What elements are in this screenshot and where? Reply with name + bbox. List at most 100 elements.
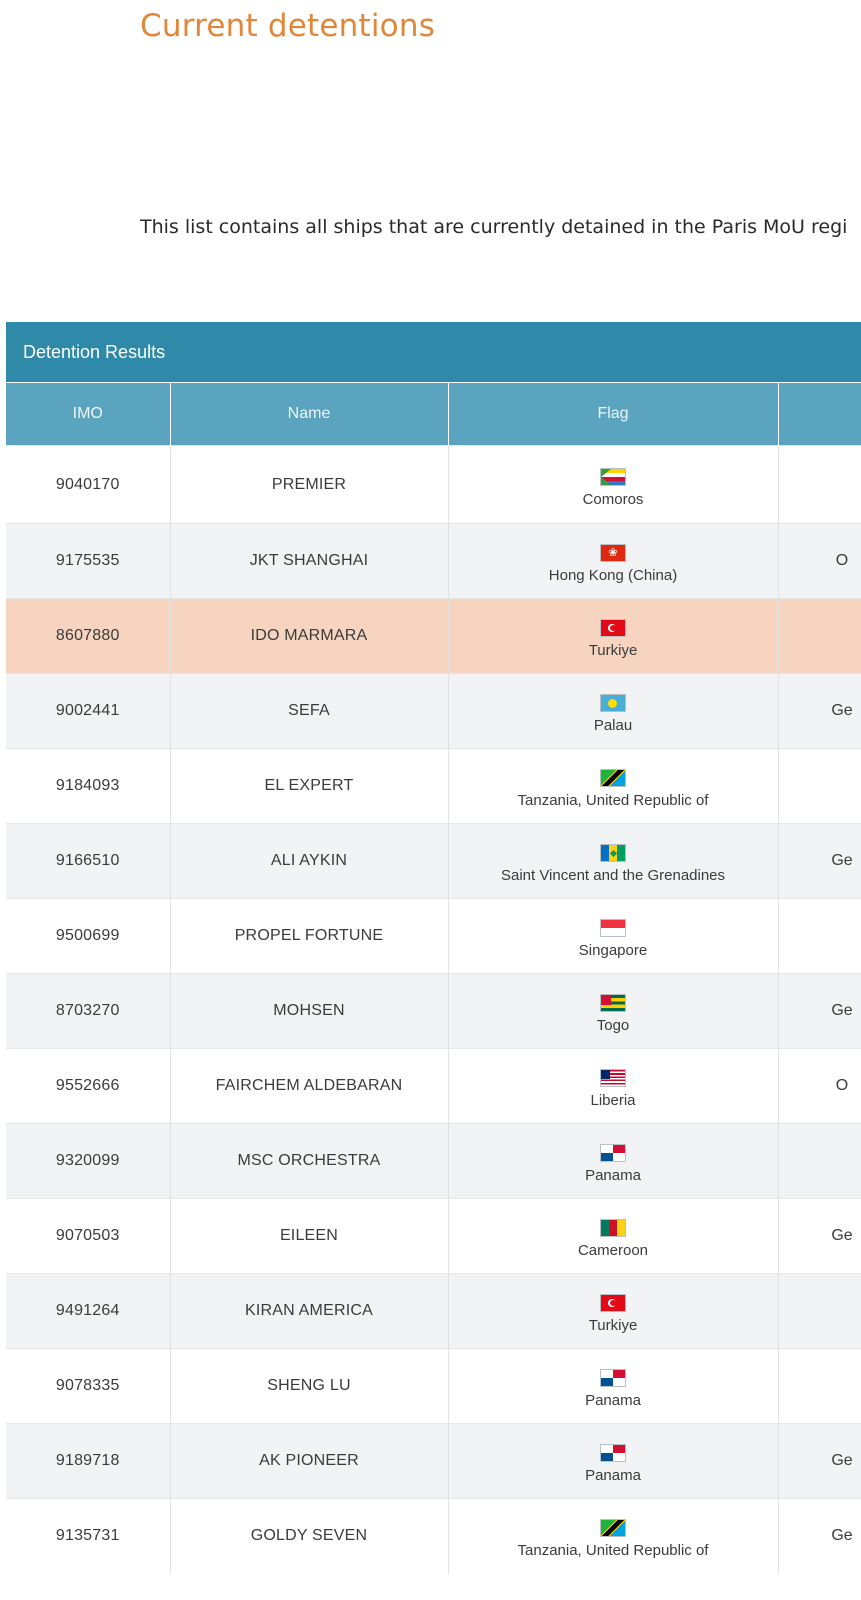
imo-cell: 9175535 [6,523,171,599]
imo-cell: 9552666 [6,1048,171,1124]
detention-results-panel: Detention Results IMO Name Flag 9040170 P… [6,322,861,1574]
country-name: Panama [585,1167,641,1184]
truncated-cell [778,748,861,824]
table-row[interactable]: 9552666 FAIRCHEM ALDEBARAN Liberia O [6,1048,861,1124]
panama-flag-icon [600,1444,626,1462]
table-header-row: IMO Name Flag [6,382,861,446]
column-header-extra[interactable] [778,382,861,446]
column-header-flag[interactable]: Flag [448,382,779,446]
flag-cell: Panama [448,1123,779,1199]
column-header-name[interactable]: Name [170,382,449,446]
imo-cell: 9002441 [6,673,171,749]
ship-name-link[interactable]: MOHSEN [170,973,449,1049]
ship-name-link[interactable]: KIRAN AMERICA [170,1273,449,1349]
table-row[interactable]: 9070503 EILEEN Cameroon Ge [6,1198,861,1274]
flag-cell: Saint Vincent and the Grenadines [448,823,779,899]
country-name: Cameroon [577,1242,649,1259]
truncated-cell [778,1123,861,1199]
country-name: Tanzania, United Republic of [517,792,709,809]
column-header-imo[interactable]: IMO [6,382,171,446]
truncated-cell: Ge [778,1423,861,1499]
flag-cell: Tanzania, United Republic of [448,1498,779,1574]
ship-name-link[interactable]: AK PIONEER [170,1423,449,1499]
table-row[interactable]: 8703270 MOHSEN Togo Ge [6,973,861,1049]
intro-text: This list contains all ships that are cu… [140,216,848,238]
turkey-flag-icon [600,619,626,637]
togo-flag-icon [600,994,626,1012]
ship-name-link[interactable]: GOLDY SEVEN [170,1498,449,1574]
table-body: 9040170 PREMIER Comoros 9175535 JKT SHANGHAI… [6,445,861,1574]
truncated-cell [778,598,861,674]
ship-name-link[interactable]: EILEEN [170,1198,449,1274]
detention-results-table: IMO Name Flag 9040170 PREMIER Comoros 91755… [6,382,861,1574]
imo-cell: 9320099 [6,1123,171,1199]
truncated-cell: Ge [778,1198,861,1274]
ship-name-link[interactable]: PREMIER [170,445,449,524]
flag-cell: Singapore [448,898,779,974]
ship-name-link[interactable]: FAIRCHEM ALDEBARAN [170,1048,449,1124]
flag-cell: Comoros [448,445,779,524]
country-name: Comoros [582,490,644,508]
country-name: Panama [585,1467,641,1484]
table-row[interactable]: 9491264 KIRAN AMERICA Turkiye [6,1273,861,1349]
truncated-cell: Ge [778,1498,861,1574]
imo-cell: 9078335 [6,1348,171,1424]
ship-name-link[interactable]: IDO MARMARA [170,598,449,674]
truncated-cell [778,1348,861,1424]
table-row[interactable]: 9189718 AK PIONEER Panama Ge [6,1423,861,1499]
palau-flag-icon [600,694,626,712]
country-name: Turkiye [588,642,638,659]
table-row[interactable]: 9040170 PREMIER Comoros [6,445,861,524]
table-row[interactable]: 9320099 MSC ORCHESTRA Panama [6,1123,861,1199]
country-name: Togo [596,1017,630,1034]
truncated-cell: Ge [778,823,861,899]
ship-name-link[interactable]: JKT SHANGHAI [170,523,449,599]
imo-cell: 9184093 [6,748,171,824]
panama-flag-icon [600,1144,626,1162]
imo-cell: 9189718 [6,1423,171,1499]
table-row[interactable]: 9184093 EL EXPERT Tanzania, United Republi… [6,748,861,824]
panama-flag-icon [600,1369,626,1387]
ship-name-link[interactable]: MSC ORCHESTRA [170,1123,449,1199]
table-row[interactable]: 9166510 ALI AYKIN Saint Vincent and the Gr… [6,823,861,899]
saint-vincent-flag-icon [600,844,626,862]
flag-cell: Tanzania, United Republic of [448,748,779,824]
country-name: Liberia [590,1092,636,1109]
country-name: Hong Kong (China) [548,567,678,584]
table-row[interactable]: 9135731 GOLDY SEVEN Tanzania, United Repub… [6,1498,861,1574]
flag-cell: Togo [448,973,779,1049]
table-row[interactable]: 9078335 SHENG LU Panama [6,1348,861,1424]
flag-cell: Turkiye [448,1273,779,1349]
country-name: Tanzania, United Republic of [517,1542,709,1560]
imo-cell: 9040170 [6,445,171,524]
country-name: Saint Vincent and the Grenadines [500,867,726,884]
truncated-cell [778,445,861,524]
truncated-cell: O [778,523,861,599]
table-row[interactable]: 9500699 PROPEL FORTUNE Singapore [6,898,861,974]
truncated-cell [778,898,861,974]
table-row[interactable]: 9002441 SEFA Palau Ge [6,673,861,749]
tanzania-flag-icon [600,1519,626,1538]
ship-name-link[interactable]: EL EXPERT [170,748,449,824]
flag-cell: Liberia [448,1048,779,1124]
flag-cell: Panama [448,1348,779,1424]
ship-name-link[interactable]: PROPEL FORTUNE [170,898,449,974]
liberia-flag-icon [600,1069,626,1087]
ship-name-link[interactable]: SEFA [170,673,449,749]
ship-name-link[interactable]: ALI AYKIN [170,823,449,899]
flag-cell: Hong Kong (China) [448,523,779,599]
flag-cell: Panama [448,1423,779,1499]
table-row[interactable]: 8607880 IDO MARMARA Turkiye [6,598,861,674]
page-title: Current detentions [140,8,436,44]
panel-header: Detention Results [6,322,861,382]
imo-cell: 9166510 [6,823,171,899]
imo-cell: 8703270 [6,973,171,1049]
imo-cell: 9491264 [6,1273,171,1349]
truncated-cell [778,1273,861,1349]
flag-cell: Palau [448,673,779,749]
truncated-cell: Ge [778,973,861,1049]
country-name: Palau [593,717,633,734]
cameroon-flag-icon [600,1219,626,1237]
ship-name-link[interactable]: SHENG LU [170,1348,449,1424]
